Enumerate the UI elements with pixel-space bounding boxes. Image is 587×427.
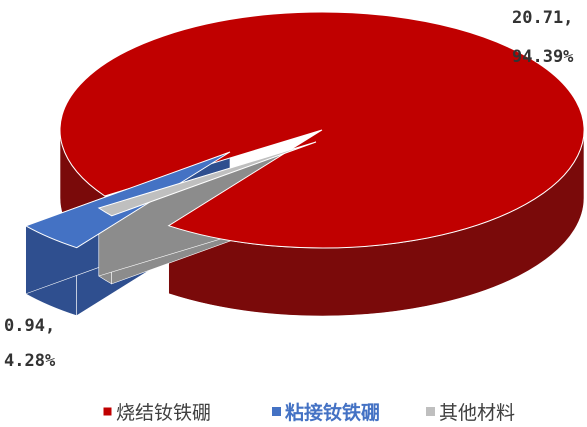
pie-slice-sintered xyxy=(59,11,585,249)
legend-swatch-bonded xyxy=(272,407,281,416)
data-label-value-sintered: 20.71, xyxy=(512,8,573,28)
legend: 烧结钕铁硼 粘接钕铁硼 其他材料 xyxy=(102,401,515,424)
legend-label-other: 其他材料 xyxy=(439,402,515,424)
pie-top-layer xyxy=(24,11,585,249)
legend-label-bonded: 粘接钕铁硼 xyxy=(285,401,380,424)
pie-slice-other xyxy=(97,141,317,217)
legend-label-sintered: 烧结钕铁硼 xyxy=(116,402,211,424)
data-label-value-bonded: 0.94, xyxy=(4,316,55,336)
legend-swatch-other xyxy=(426,407,435,416)
data-label-percent-sintered: 94.39% xyxy=(512,47,574,67)
data-label-percent-bonded: 4.28% xyxy=(4,351,56,371)
legend-swatch-sintered xyxy=(102,406,113,417)
